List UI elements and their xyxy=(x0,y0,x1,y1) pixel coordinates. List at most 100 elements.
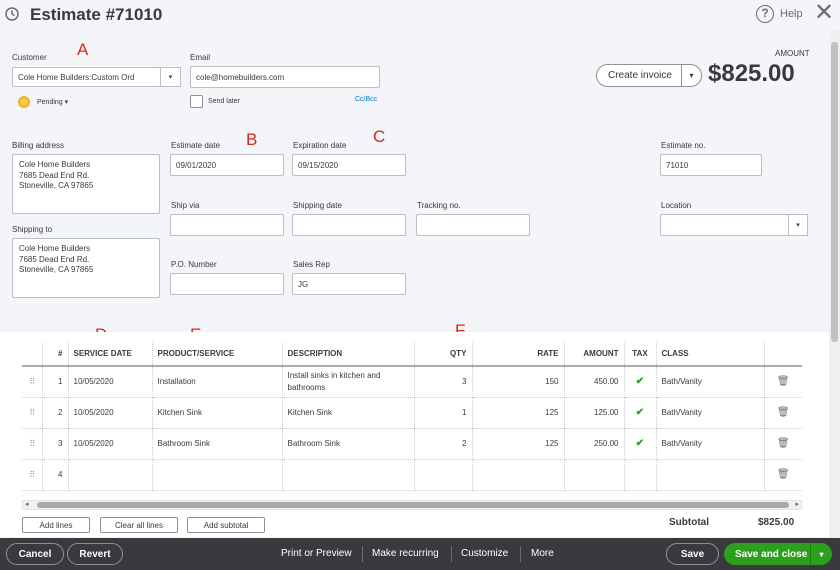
horizontal-scrollbar[interactable]: ◂ ▸ xyxy=(22,500,802,510)
trash-icon[interactable]: 🗑 xyxy=(776,376,790,388)
customer-label: Customer xyxy=(12,53,47,62)
drag-handle-icon[interactable]: ⠿ xyxy=(29,439,35,448)
send-later-checkbox[interactable] xyxy=(190,95,203,108)
scroll-left-icon[interactable]: ◂ xyxy=(25,501,29,508)
trash-icon[interactable]: 🗑 xyxy=(776,407,790,418)
customer-dropdown-chevron-icon[interactable]: ▾ xyxy=(160,67,181,87)
subtotal-label: Subtotal xyxy=(669,517,709,528)
vertical-scrollbar[interactable] xyxy=(829,30,840,538)
make-recurring-link[interactable]: Make recurring xyxy=(372,548,439,559)
tax-check-icon[interactable]: ✔ xyxy=(635,376,645,388)
billing-address-field[interactable]: Cole Home Builders 7685 Dead End Rd. Sto… xyxy=(12,154,160,214)
save-and-close-button[interactable]: Save and close ▾ xyxy=(724,543,832,565)
description-cell[interactable]: Install sinks in kitchen and bathrooms xyxy=(282,366,415,398)
add-lines-button[interactable]: Add lines xyxy=(22,517,90,533)
qty-cell[interactable]: 3 xyxy=(414,366,473,398)
description-cell[interactable]: Bathroom Sink xyxy=(282,428,415,460)
email-field[interactable]: cole@homebuilders.com xyxy=(190,66,380,88)
row-number: 4 xyxy=(42,459,69,491)
billing-line: 7685 Dead End Rd. xyxy=(19,170,90,180)
ship-via-field[interactable] xyxy=(170,214,284,236)
revert-button[interactable]: Revert xyxy=(67,543,123,565)
rate-cell[interactable]: 150 xyxy=(472,366,565,398)
cancel-button[interactable]: Cancel xyxy=(6,543,64,565)
tracking-no-field[interactable] xyxy=(416,214,530,236)
trash-icon[interactable]: 🗑 xyxy=(776,438,790,449)
rate-cell[interactable]: 125 xyxy=(472,428,565,460)
cc-bcc-link[interactable]: Cc/Bcc xyxy=(355,96,378,103)
billing-line: Stoneville, CA 97865 xyxy=(19,181,94,190)
description-cell[interactable] xyxy=(282,459,415,491)
help-link[interactable]: Help xyxy=(780,8,803,20)
estimate-no-field[interactable]: 71010 xyxy=(660,154,762,176)
drag-handle-icon[interactable]: ⠿ xyxy=(29,470,35,479)
tax-check-icon[interactable]: ✔ xyxy=(635,407,645,418)
qty-cell[interactable] xyxy=(414,459,473,491)
tax-check-icon[interactable]: ✔ xyxy=(635,438,645,449)
sales-rep-field[interactable]: JG xyxy=(292,273,406,295)
amount-label: AMOUNT xyxy=(775,49,810,58)
vertical-scroll-thumb[interactable] xyxy=(831,42,838,342)
amount-cell[interactable]: 125.00 xyxy=(564,397,625,429)
history-clock-icon[interactable] xyxy=(4,6,20,22)
footer-divider xyxy=(451,546,452,562)
qty-cell[interactable]: 1 xyxy=(414,397,473,429)
location-chevron-down-icon[interactable]: ▾ xyxy=(788,214,808,236)
scroll-right-icon[interactable]: ▸ xyxy=(795,501,799,508)
service-date-cell[interactable] xyxy=(68,459,153,491)
rate-cell[interactable] xyxy=(472,459,565,491)
ship-via-label: Ship via xyxy=(171,201,200,210)
print-preview-link[interactable]: Print or Preview xyxy=(281,548,352,559)
class-cell[interactable] xyxy=(656,459,765,491)
horizontal-scroll-thumb[interactable] xyxy=(37,502,789,508)
rate-cell[interactable]: 125 xyxy=(472,397,565,429)
amount-cell[interactable] xyxy=(564,459,625,491)
column-header-actions xyxy=(764,342,802,367)
class-cell[interactable]: Bath/Vanity xyxy=(656,366,765,398)
product-service-cell[interactable]: Bathroom Sink xyxy=(152,428,283,460)
annotation-a: A xyxy=(77,40,89,59)
amount-cell[interactable]: 250.00 xyxy=(564,428,625,460)
service-date-cell[interactable]: 10/05/2020 xyxy=(68,366,153,398)
tracking-no-label: Tracking no. xyxy=(417,201,461,210)
drag-handle-icon[interactable]: ⠿ xyxy=(29,377,35,387)
drag-handle-icon[interactable]: ⠿ xyxy=(29,408,35,417)
product-service-cell[interactable] xyxy=(152,459,283,491)
estimate-status[interactable]: Pending ▾ xyxy=(37,99,69,106)
service-date-cell[interactable]: 10/05/2020 xyxy=(68,428,153,460)
location-select[interactable] xyxy=(660,214,789,236)
expiration-date-field[interactable]: 09/15/2020 xyxy=(292,154,406,176)
help-icon[interactable]: ? xyxy=(756,5,774,23)
create-invoice-button[interactable]: Create invoice ▾ xyxy=(596,64,702,87)
add-subtotal-button[interactable]: Add subtotal xyxy=(187,517,265,533)
class-cell[interactable]: Bath/Vanity xyxy=(656,397,765,429)
table-row[interactable]: ⠿ 1 10/05/2020 Installation Install sink… xyxy=(22,366,802,398)
close-icon[interactable]: ✕ xyxy=(814,0,835,26)
service-date-cell[interactable]: 10/05/2020 xyxy=(68,397,153,429)
description-cell[interactable]: Kitchen Sink xyxy=(282,397,415,429)
qty-cell[interactable]: 2 xyxy=(414,428,473,460)
table-row[interactable]: ⠿ 3 10/05/2020 Bathroom Sink Bathroom Si… xyxy=(22,428,802,460)
product-service-cell[interactable]: Kitchen Sink xyxy=(152,397,283,429)
table-row[interactable]: ⠿ 2 10/05/2020 Kitchen Sink Kitchen Sink… xyxy=(22,397,802,429)
customize-link[interactable]: Customize xyxy=(461,548,509,559)
create-invoice-label: Create invoice xyxy=(608,70,672,81)
estimate-date-field[interactable]: 09/01/2020 xyxy=(170,154,284,176)
shipping-date-field[interactable] xyxy=(292,214,406,236)
chevron-down-icon[interactable]: ▾ xyxy=(689,71,694,80)
estimate-date-label: Estimate date xyxy=(171,141,220,150)
email-label: Email xyxy=(190,53,211,62)
clear-all-lines-button[interactable]: Clear all lines xyxy=(100,517,178,533)
chevron-down-icon[interactable]: ▾ xyxy=(819,549,824,559)
product-service-cell[interactable]: Installation xyxy=(152,366,283,398)
trash-icon[interactable]: 🗑 xyxy=(776,469,790,480)
expiration-date-label: Expiration date xyxy=(293,141,347,150)
table-row[interactable]: ⠿ 4 🗑 xyxy=(22,459,802,491)
po-number-field[interactable] xyxy=(170,273,284,295)
save-button[interactable]: Save xyxy=(666,543,719,565)
customer-select[interactable]: Cole Home Builders:Custom Ord xyxy=(12,67,161,87)
shipping-address-field[interactable]: Cole Home Builders 7685 Dead End Rd. Sto… xyxy=(12,238,160,298)
amount-cell[interactable]: 450.00 xyxy=(564,366,625,398)
class-cell[interactable]: Bath/Vanity xyxy=(656,428,765,460)
more-link[interactable]: More xyxy=(531,548,554,559)
